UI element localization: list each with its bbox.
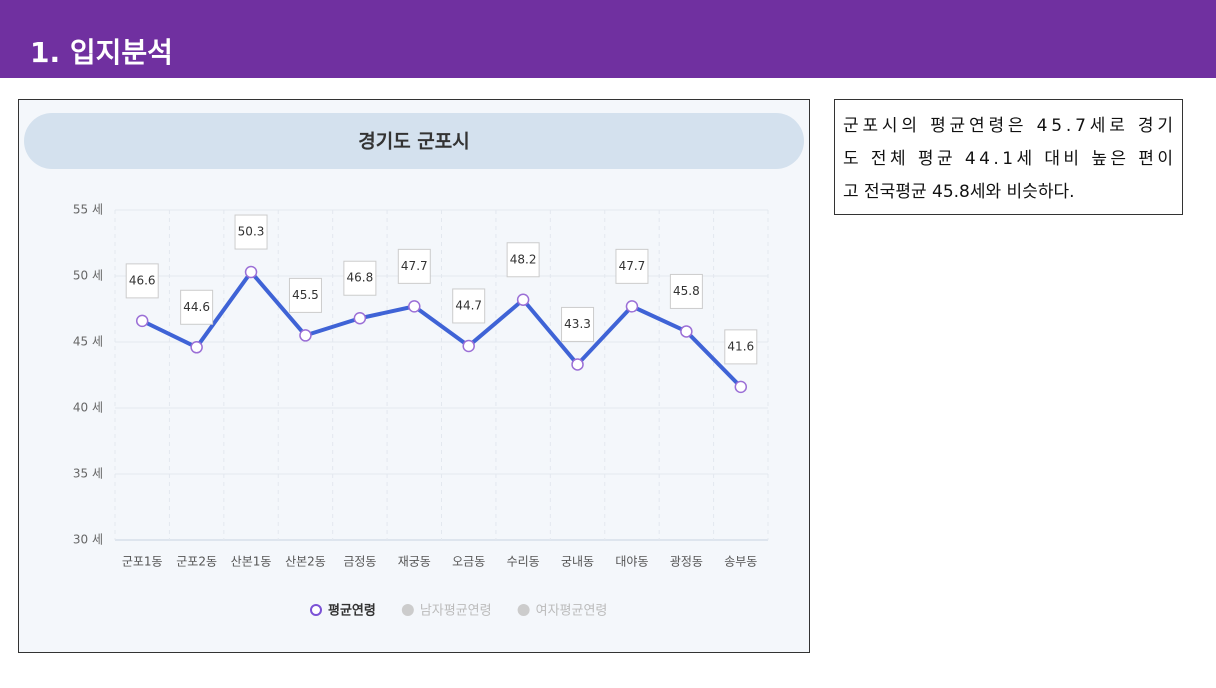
- x-tick-label: 금정동: [343, 555, 376, 569]
- legend-marker: [310, 604, 322, 616]
- y-tick-label: 45 세: [73, 335, 103, 349]
- x-tick-label: 재궁동: [398, 555, 431, 569]
- note-box: [834, 99, 1183, 215]
- value-label: 45.5: [292, 288, 319, 302]
- x-tick-label: 산본1동: [231, 555, 272, 569]
- value-label: 43.3: [564, 317, 591, 331]
- data-point: [353, 311, 367, 325]
- x-tick-label: 대야동: [615, 555, 648, 569]
- value-label-box: [506, 242, 540, 278]
- value-label-box: [397, 248, 431, 284]
- legend-label: 평균연령: [328, 603, 376, 619]
- data-point: [299, 329, 312, 342]
- value-label-box: [669, 273, 703, 309]
- data-point: [244, 265, 258, 279]
- x-tick-label: 송부동: [724, 555, 757, 569]
- legend-marker: [517, 604, 530, 616]
- y-tick-label: 30 세: [73, 533, 103, 547]
- header-title: 1. 입지분석: [30, 36, 173, 69]
- value-label-box: [724, 329, 758, 365]
- value-label-box: [615, 248, 649, 284]
- y-tick-label: 35 세: [73, 467, 103, 481]
- value-label: 45.8: [673, 284, 700, 298]
- value-label-box: [343, 260, 377, 296]
- data-point: [571, 358, 584, 371]
- legend-label: 남자평균연령: [420, 604, 492, 619]
- x-tick-label: 궁내동: [561, 555, 594, 569]
- note-line: 고 전국평균 45.8세와 비슷하다.: [843, 182, 1075, 202]
- chart-title: 경기도 군포시: [358, 131, 470, 153]
- value-label-box: [288, 277, 322, 313]
- chart-frame: [18, 99, 810, 653]
- x-tick-label: 광정동: [670, 555, 703, 569]
- data-point: [462, 339, 475, 353]
- x-tick-label: 수리동: [507, 555, 540, 569]
- data-point: [516, 293, 530, 307]
- data-point: [680, 325, 693, 338]
- value-label: 47.7: [401, 259, 428, 273]
- x-tick-label: 군포1동: [122, 555, 163, 569]
- y-tick-label: 40 세: [73, 401, 103, 415]
- data-point: [625, 300, 639, 313]
- value-label: 46.6: [129, 273, 156, 287]
- value-label: 41.6: [727, 339, 754, 353]
- data-point: [408, 300, 421, 313]
- y-tick-label: 55 세: [73, 203, 103, 217]
- data-point: [190, 341, 203, 354]
- header-bar: [0, 0, 1216, 78]
- note-line: 군포시의 평균연령은 45.7세로 경기: [843, 116, 1173, 136]
- value-label-box: [180, 289, 214, 325]
- value-label: 50.3: [238, 225, 265, 239]
- value-label-box: [561, 306, 595, 342]
- series-line: [141, 270, 743, 389]
- x-tick-label: 군포2동: [176, 555, 217, 569]
- x-tick-label: 오금동: [452, 555, 485, 569]
- y-tick-label: 50 세: [73, 269, 103, 283]
- x-tick-label: 산본2동: [285, 555, 326, 569]
- value-label: 46.8: [347, 271, 374, 285]
- value-label: 44.6: [183, 300, 210, 314]
- data-point: [135, 314, 149, 328]
- legend-label: 여자평균연령: [536, 604, 608, 619]
- value-label-box: [452, 288, 486, 324]
- chart-title-pill: [24, 113, 804, 169]
- value-label: 48.2: [510, 252, 537, 266]
- legend-marker: [401, 604, 414, 616]
- note-line: 도 전체 평균 44.1세 대비 높은 편이: [843, 149, 1173, 169]
- data-point: [734, 380, 748, 394]
- value-label: 47.7: [619, 259, 646, 273]
- value-label-box: [234, 214, 268, 250]
- value-label-box: [125, 263, 159, 299]
- value-label: 44.7: [455, 298, 482, 312]
